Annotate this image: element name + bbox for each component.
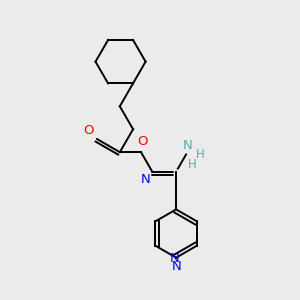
Text: N: N — [170, 252, 179, 265]
Text: H: H — [188, 158, 196, 171]
Text: O: O — [83, 124, 94, 137]
Text: H: H — [196, 148, 205, 161]
Text: N: N — [171, 260, 181, 273]
Text: N: N — [183, 139, 192, 152]
Text: O: O — [137, 135, 148, 148]
Text: N: N — [141, 173, 151, 186]
